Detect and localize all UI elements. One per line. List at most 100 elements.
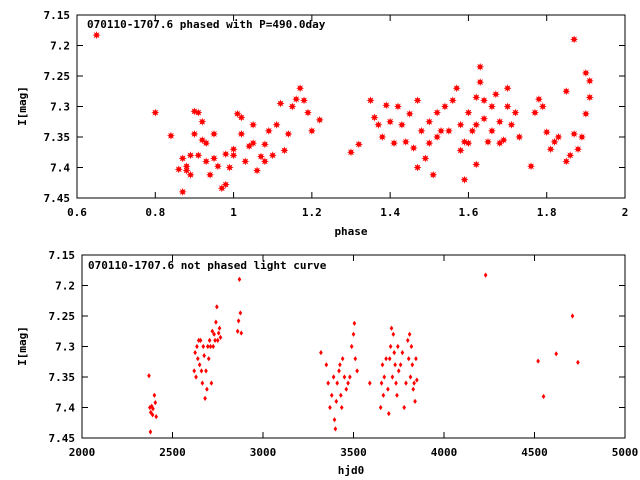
data-point <box>221 150 230 159</box>
data-point <box>319 350 323 356</box>
x-tick-label: 1.6 <box>458 206 478 219</box>
data-point <box>390 374 395 380</box>
data-point <box>456 120 465 129</box>
data-point <box>272 120 281 129</box>
data-point <box>210 129 218 138</box>
axis-ticks: 0.6 0.8 1 1.2 1.4 1.6 1.8 2 7.15 7.2 7.25 7.3 7.35 7.… <box>44 9 629 219</box>
data-point <box>335 380 340 386</box>
data-point <box>344 386 349 392</box>
data-point <box>395 392 399 398</box>
data-point <box>460 175 469 184</box>
data-point <box>195 343 199 350</box>
data-point <box>182 162 191 171</box>
data-point <box>201 343 206 350</box>
data-point <box>421 154 430 163</box>
x-axis-label: hjd0 <box>338 464 365 477</box>
data-point <box>186 170 195 179</box>
data-point <box>379 380 384 386</box>
data-point <box>393 102 402 111</box>
y-tick-label: 7.3 <box>55 341 75 354</box>
data-point <box>406 356 411 362</box>
data-point <box>378 404 383 411</box>
data-point <box>507 120 516 129</box>
data-point <box>334 398 339 404</box>
data-point <box>260 157 269 166</box>
data-point <box>468 126 477 135</box>
data-point <box>217 325 222 331</box>
data-point <box>202 157 211 166</box>
data-point <box>300 96 309 105</box>
data-point <box>495 139 504 148</box>
data-point <box>381 392 386 398</box>
unphased-light-curve-panel: 070110-1707.6 not phased light curve hjd… <box>16 249 638 477</box>
data-point <box>472 120 481 129</box>
data-point <box>472 93 481 102</box>
data-point <box>554 351 559 357</box>
data-point <box>351 331 356 337</box>
x-tick-label: 1.4 <box>380 206 400 219</box>
data-point <box>174 165 183 174</box>
data-point <box>352 320 357 326</box>
data-point <box>153 400 158 406</box>
data-point <box>541 393 546 400</box>
data-point <box>410 362 415 368</box>
data-point <box>149 403 154 409</box>
data-point <box>237 113 246 122</box>
data-point <box>202 139 211 148</box>
data-point <box>388 343 393 350</box>
data-point <box>386 411 391 417</box>
data-point <box>200 380 205 386</box>
data-point <box>218 334 223 340</box>
y-tick-label: 7.2 <box>55 280 75 293</box>
data-point <box>400 350 405 356</box>
data-point <box>355 368 359 374</box>
data-point <box>414 356 418 362</box>
data-point <box>456 146 465 155</box>
data-point <box>530 108 539 117</box>
data-point <box>198 337 203 343</box>
data-point <box>241 157 250 166</box>
data-point <box>448 96 457 105</box>
data-point <box>190 107 199 116</box>
y-tick-label: 7.25 <box>44 70 71 83</box>
chart-title: 070110-1707.6 phased with P=490.0day <box>87 18 326 31</box>
x-tick-label: 2000 <box>69 446 96 459</box>
x-tick-label: 0.6 <box>67 206 87 219</box>
data-point <box>292 95 301 104</box>
data-point <box>412 380 416 386</box>
data-point <box>483 272 488 278</box>
data-point <box>342 374 347 380</box>
data-point <box>196 356 200 362</box>
data-point <box>215 337 220 343</box>
data-point <box>346 380 350 386</box>
data-point <box>210 328 215 334</box>
data-point <box>340 356 345 362</box>
data-point <box>576 359 580 365</box>
data-point <box>480 114 489 123</box>
data-point <box>214 319 218 325</box>
data-point <box>409 143 418 152</box>
data-point <box>484 137 492 146</box>
y-tick-label: 7.2 <box>50 40 70 53</box>
chart-title: 070110-1707.6 not phased light curve <box>88 259 327 272</box>
x-tick-label: 2 <box>622 206 629 219</box>
data-point <box>264 126 273 135</box>
data-point <box>204 368 208 374</box>
data-point <box>391 331 396 337</box>
data-point <box>476 78 485 87</box>
data-point <box>260 140 269 149</box>
data-point <box>212 331 216 337</box>
data-point <box>276 99 285 108</box>
data-point <box>151 108 160 117</box>
x-tick-label: 0.8 <box>145 206 165 219</box>
data-point <box>209 380 214 386</box>
y-tick-label: 7.4 <box>55 402 75 415</box>
data-point <box>415 377 419 383</box>
data-point <box>193 350 197 356</box>
data-points <box>92 31 594 196</box>
data-point <box>581 109 590 118</box>
data-point <box>328 404 332 411</box>
data-point <box>472 160 481 169</box>
data-point <box>210 154 218 163</box>
x-tick-label: 4000 <box>431 446 458 459</box>
